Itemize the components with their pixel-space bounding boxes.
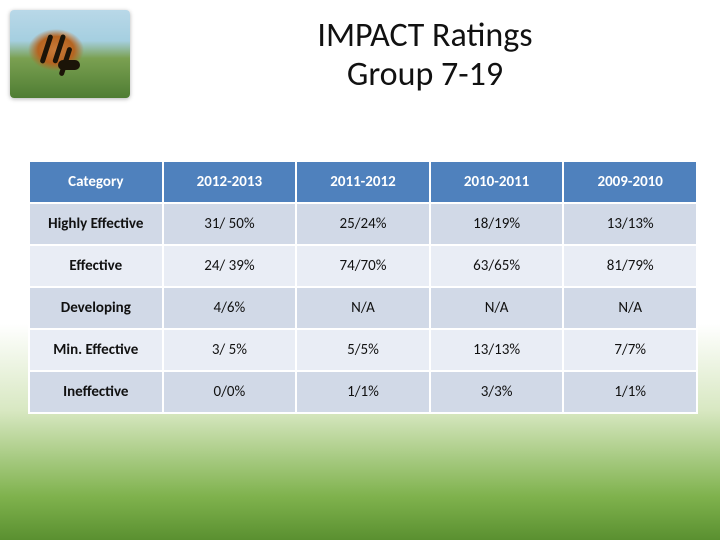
cell: 74/70%	[296, 245, 430, 287]
cell: 18/19%	[430, 203, 564, 245]
col-category: Category	[29, 161, 163, 203]
table-header-row: Category 2012-2013 2011-2012 2010-2011 2…	[29, 161, 697, 203]
col-2011-2012: 2011-2012	[296, 161, 430, 203]
row-label: Developing	[29, 287, 163, 329]
ratings-table-container: Category 2012-2013 2011-2012 2010-2011 2…	[28, 160, 698, 414]
col-2009-2010: 2009-2010	[563, 161, 697, 203]
cell: 13/13%	[430, 329, 564, 371]
table-row: Effective 24/ 39% 74/70% 63/65% 81/79%	[29, 245, 697, 287]
tiger-thumbnail	[10, 10, 130, 98]
ratings-table: Category 2012-2013 2011-2012 2010-2011 2…	[28, 160, 698, 414]
cell: 0/0%	[163, 371, 297, 413]
row-label: Effective	[29, 245, 163, 287]
cell: 13/13%	[563, 203, 697, 245]
table-row: Min. Effective 3/ 5% 5/5% 13/13% 7/7%	[29, 329, 697, 371]
cell: 4/6%	[163, 287, 297, 329]
cell: 63/65%	[430, 245, 564, 287]
row-label: Min. Effective	[29, 329, 163, 371]
cell: 3/3%	[430, 371, 564, 413]
row-label: Highly Effective	[29, 203, 163, 245]
table-row: Developing 4/6% N/A N/A N/A	[29, 287, 697, 329]
cell: N/A	[296, 287, 430, 329]
table-row: Ineffective 0/0% 1/1% 3/3% 1/1%	[29, 371, 697, 413]
cell: 25/24%	[296, 203, 430, 245]
cell: 1/1%	[296, 371, 430, 413]
col-2010-2011: 2010-2011	[430, 161, 564, 203]
title-line-2: Group 7-19	[150, 55, 700, 94]
col-2012-2013: 2012-2013	[163, 161, 297, 203]
cell: N/A	[563, 287, 697, 329]
cell: 7/7%	[563, 329, 697, 371]
cell: 1/1%	[563, 371, 697, 413]
cell: 31/ 50%	[163, 203, 297, 245]
cell: 5/5%	[296, 329, 430, 371]
cell: 81/79%	[563, 245, 697, 287]
title-line-1: IMPACT Ratings	[150, 16, 700, 55]
cell: N/A	[430, 287, 564, 329]
slide-title: IMPACT Ratings Group 7-19	[150, 16, 700, 94]
cell: 3/ 5%	[163, 329, 297, 371]
table-row: Highly Effective 31/ 50% 25/24% 18/19% 1…	[29, 203, 697, 245]
cell: 24/ 39%	[163, 245, 297, 287]
row-label: Ineffective	[29, 371, 163, 413]
